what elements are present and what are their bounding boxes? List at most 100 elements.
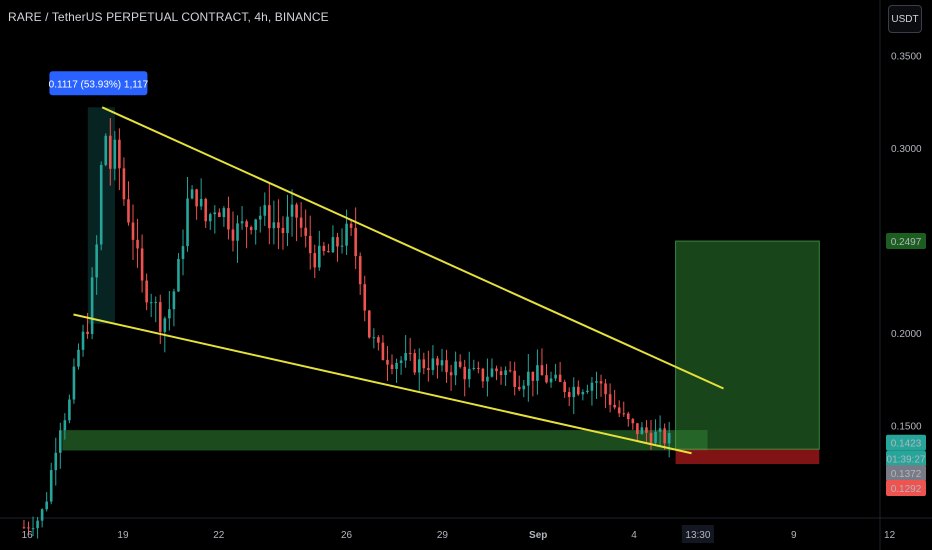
candle-body	[386, 359, 389, 365]
candle-body	[454, 361, 457, 376]
candle-body	[567, 392, 571, 398]
candle-body	[295, 204, 298, 218]
candle-body	[318, 245, 321, 268]
candle-body	[331, 237, 335, 253]
candle-body	[581, 391, 585, 395]
current-time-label: 13:30	[685, 530, 710, 541]
time-tick-label: 9	[791, 530, 797, 541]
candle-body	[527, 371, 530, 386]
candle-body	[122, 168, 126, 200]
candle-body	[540, 365, 544, 376]
candle-body	[168, 309, 171, 319]
price-label-entry-text: 0.1372	[891, 469, 922, 480]
measure-label-box	[49, 71, 148, 96]
candle-body	[104, 135, 108, 165]
price-label-last-text: 0.1423	[891, 439, 922, 450]
candle-body	[349, 223, 353, 228]
candle-body	[222, 208, 226, 218]
candle-body	[599, 381, 603, 384]
candle-body	[608, 394, 612, 405]
price-tick-label: 0.2000	[891, 329, 922, 340]
candle-body	[236, 223, 239, 241]
candle-body	[158, 302, 162, 332]
candle-body	[45, 501, 48, 510]
candle-body	[258, 215, 262, 220]
candle-body	[481, 368, 485, 382]
candle-body	[631, 419, 635, 424]
candle-body	[249, 227, 253, 230]
candle-body	[277, 222, 280, 229]
candle-body	[63, 420, 67, 431]
candle-body	[268, 205, 271, 229]
candle-body	[595, 381, 598, 383]
candle-body	[108, 135, 112, 169]
price-label-last	[886, 434, 926, 451]
trendline-lower-support[interactable]	[73, 313, 692, 455]
candle-body	[22, 527, 26, 529]
candle-body	[367, 310, 371, 338]
candle-body	[504, 370, 507, 376]
candle-body	[477, 367, 480, 369]
candle-body	[118, 139, 121, 169]
candle-body	[626, 413, 630, 420]
candle-body	[436, 358, 439, 366]
candle-body	[49, 470, 53, 502]
candle-body	[545, 375, 548, 383]
time-tick-label: Sep	[529, 530, 547, 541]
candle-body	[218, 212, 221, 218]
candle-body	[54, 452, 58, 471]
candle-body	[304, 227, 307, 236]
candle-body	[577, 386, 580, 395]
candle-body	[90, 277, 94, 335]
candle-body	[190, 189, 194, 199]
price-label-stop-text: 0.1292	[891, 484, 922, 495]
candle-body	[281, 228, 285, 234]
candle-body	[495, 368, 498, 372]
candle-body	[31, 528, 35, 530]
candle-body	[181, 246, 185, 259]
candle-body	[472, 367, 476, 369]
candle-body	[136, 239, 139, 249]
stop-zone	[675, 449, 820, 464]
candle-body	[645, 427, 648, 433]
candle-body	[427, 368, 430, 370]
time-tick-label: 22	[213, 530, 225, 541]
currency-button[interactable]: USDT	[888, 5, 922, 33]
candle-body	[86, 331, 89, 335]
candle-body	[208, 214, 212, 222]
candle-body	[372, 337, 376, 339]
candle-body	[604, 383, 607, 395]
candle-body	[449, 372, 453, 376]
candle-body	[467, 368, 471, 380]
time-tick-label: 26	[341, 530, 353, 541]
candle-body	[458, 361, 462, 367]
candle-body	[27, 527, 30, 529]
candle-body	[536, 365, 539, 381]
candle-body	[72, 366, 76, 400]
candle-body	[517, 386, 521, 390]
candle-body	[636, 423, 639, 435]
price-label-countdown-text: 01:39:27	[887, 455, 926, 466]
candle-body	[667, 433, 671, 444]
candle-body	[558, 374, 562, 382]
time-tick-label: 12	[884, 530, 896, 541]
candle-body	[40, 509, 44, 521]
candle-body	[199, 198, 203, 207]
price-label-countdown	[886, 450, 926, 467]
candle-body	[563, 381, 566, 393]
candle-body	[554, 374, 557, 379]
candle-body	[649, 432, 653, 443]
candle-body	[572, 386, 576, 398]
candle-body	[322, 245, 326, 252]
candle-body	[272, 222, 276, 229]
price-tick-label: 0.3000	[891, 144, 922, 155]
candle-body	[622, 413, 626, 415]
candle-body	[499, 371, 503, 376]
candle-body	[263, 205, 267, 216]
candle-body	[408, 353, 412, 355]
measure-label-text: 0.1117 (53.93%) 1,117	[49, 79, 149, 90]
time-tick-label: 19	[117, 530, 129, 541]
trendline-upper-resistance[interactable]	[101, 106, 724, 390]
candle-body	[113, 139, 117, 169]
